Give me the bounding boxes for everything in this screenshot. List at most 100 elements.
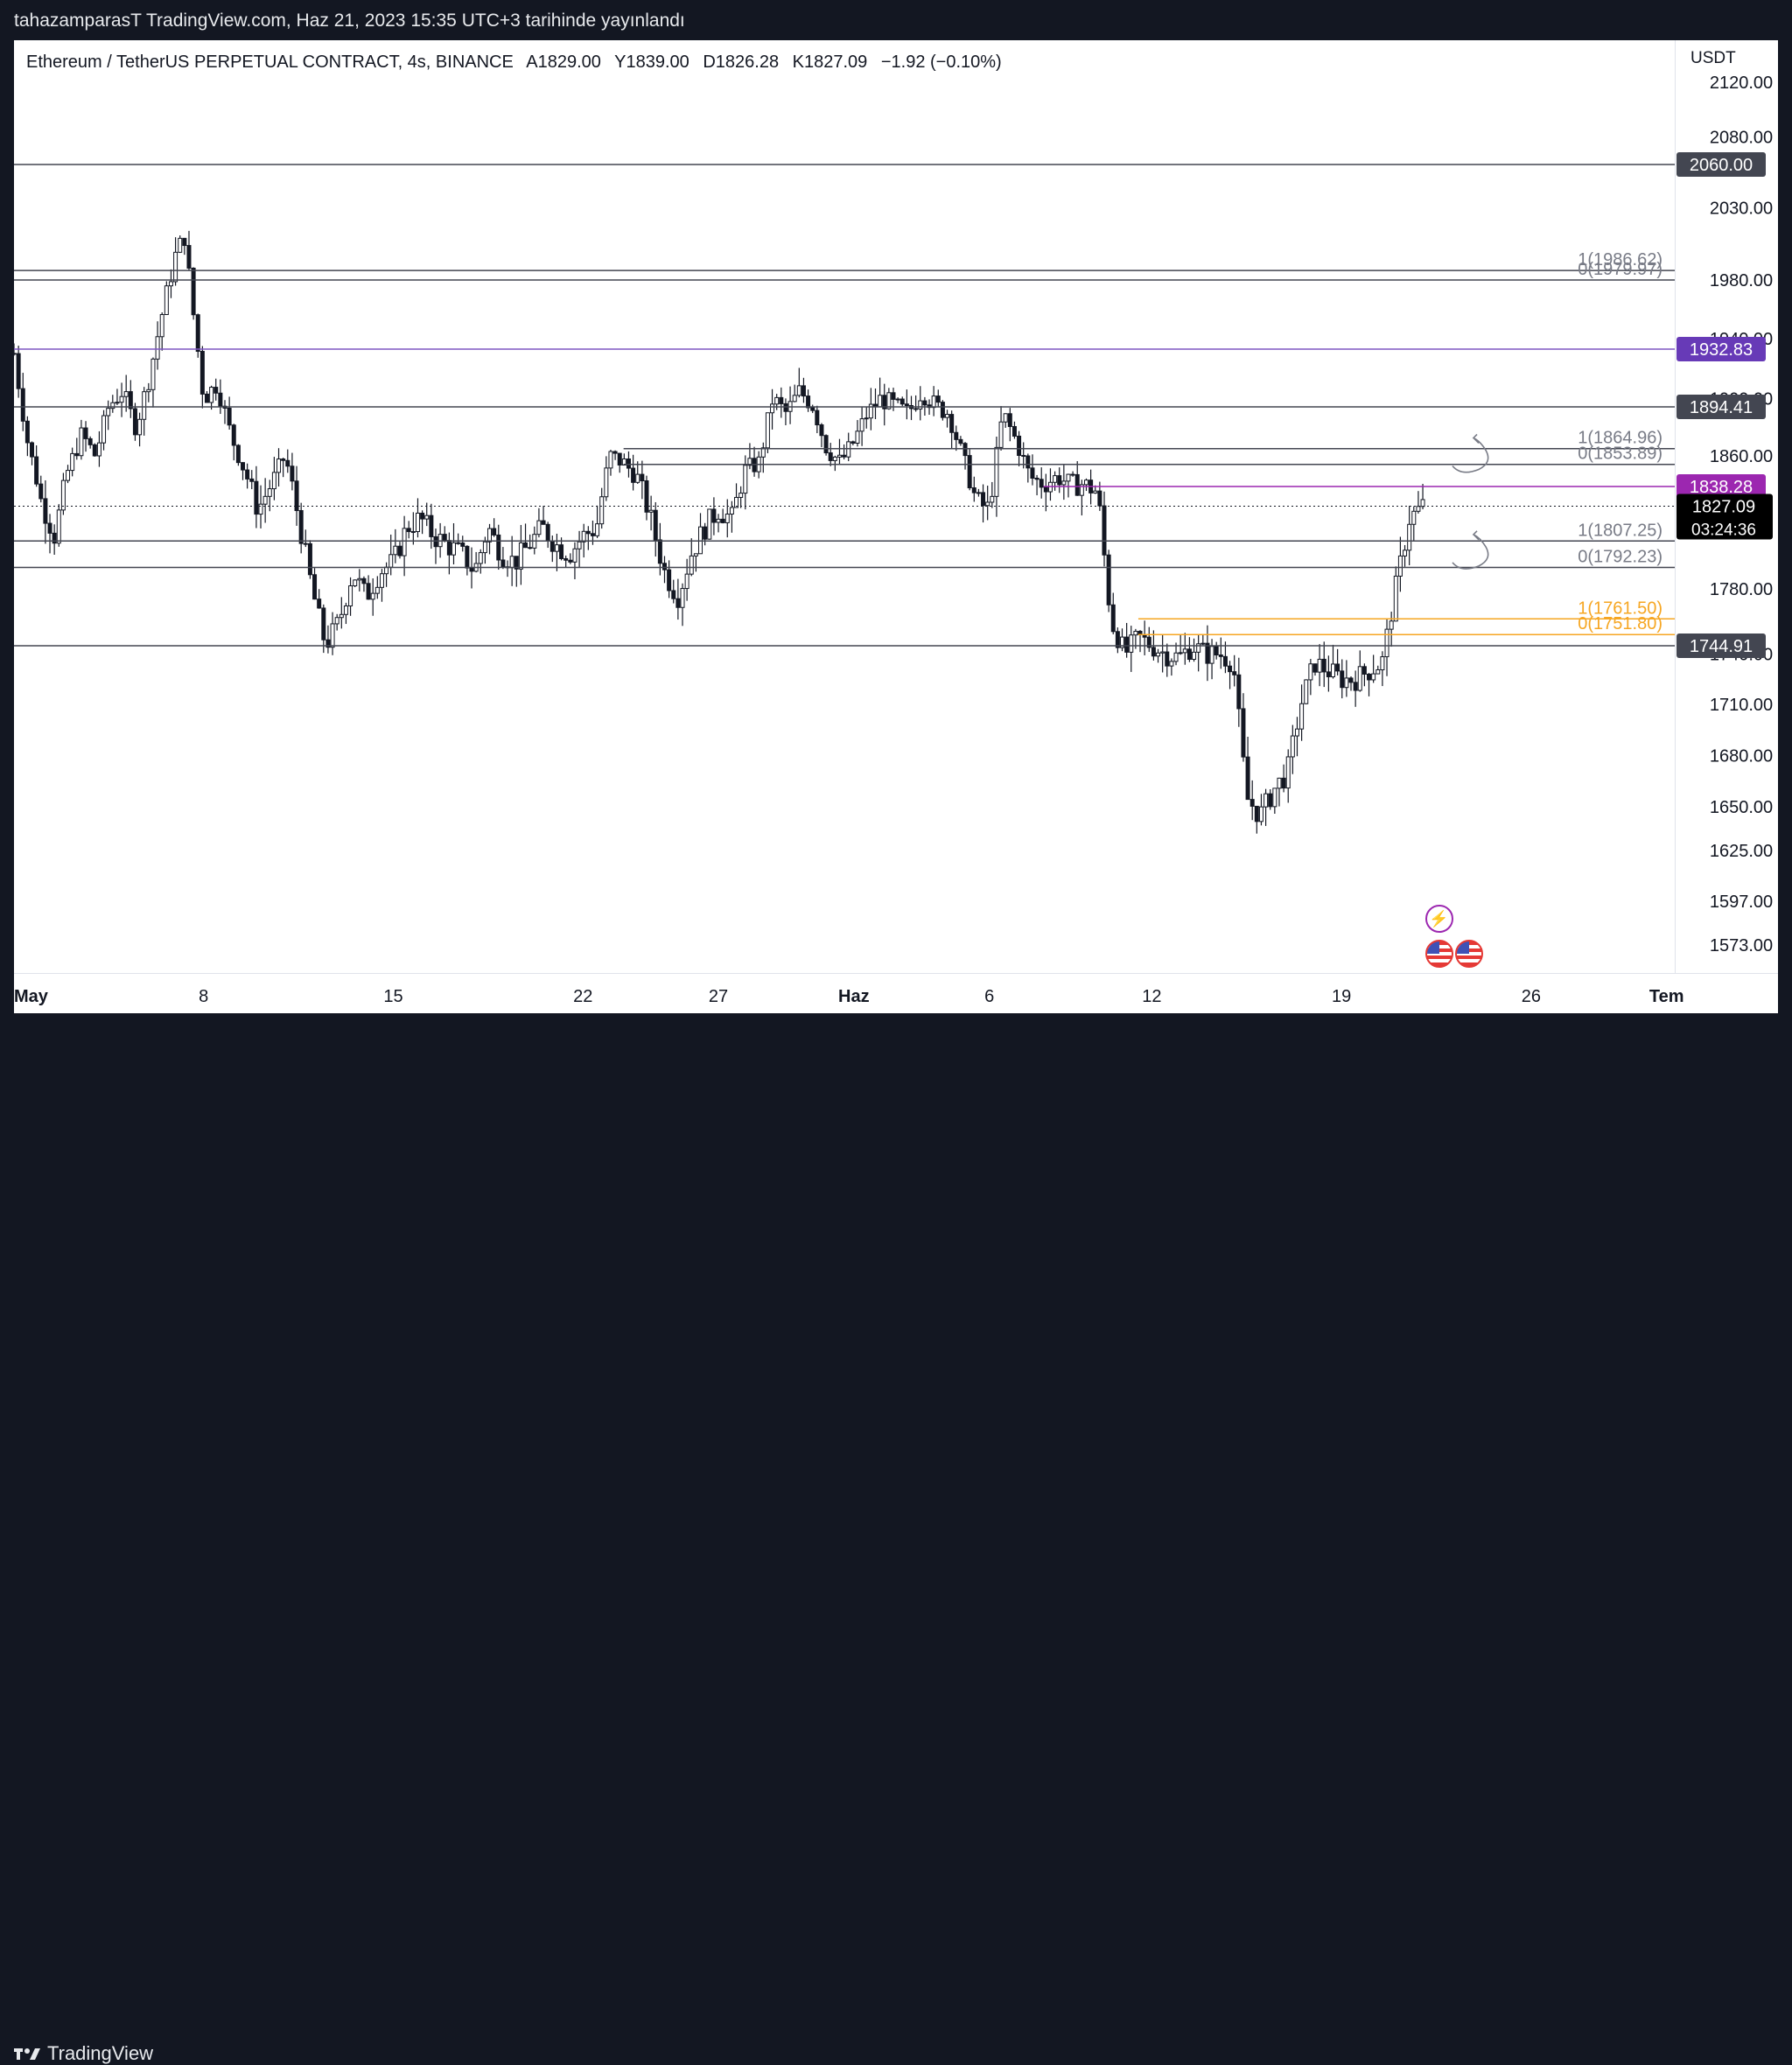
candle-body [541, 520, 546, 525]
candle-body [303, 542, 308, 545]
candle-body [1133, 630, 1138, 636]
candle-body [115, 402, 120, 404]
candle-body [429, 514, 434, 537]
candle-body [595, 523, 600, 536]
candle-body [662, 563, 667, 570]
candle-body [954, 431, 959, 440]
candle-body [330, 623, 335, 648]
candle-body [334, 617, 340, 625]
candle-body [159, 314, 164, 338]
candle-body [1232, 671, 1237, 676]
candle-body [976, 492, 981, 494]
candle-body [1057, 475, 1062, 486]
publish-banner-text: tahazamparasT TradingView.com, Haz 21, 2… [14, 10, 685, 31]
candle-body [1321, 658, 1326, 673]
candle-body [684, 573, 690, 590]
candle-body [599, 496, 605, 525]
candle-body [43, 498, 48, 524]
economic-event-icon[interactable]: ⚡ [1424, 905, 1453, 933]
us-flag-icon[interactable] [1424, 940, 1453, 968]
candle-body [1026, 455, 1031, 469]
chart-frame[interactable] [14, 40, 1778, 1013]
price-level-tag [1676, 474, 1766, 499]
candle-body [895, 398, 900, 401]
fib-level-label: 1(1807.25) [1578, 521, 1662, 540]
candle-body [79, 427, 84, 457]
candle-body [374, 586, 380, 594]
candle-body [1021, 454, 1026, 457]
symbol-name[interactable]: Ethereum / TetherUS PERPETUAL CONTRACT, … [26, 52, 514, 72]
candle-body [1304, 679, 1309, 704]
candle-body [326, 639, 331, 648]
candle-body [990, 495, 995, 503]
ohlc-close: K1827.09 [792, 52, 868, 72]
candle-body [1312, 663, 1318, 673]
time-tick-label: 15 [383, 987, 402, 1006]
candle-body [738, 493, 744, 498]
candle-body [182, 237, 187, 247]
candle-body [298, 510, 304, 544]
candle-body [671, 590, 676, 599]
candle-body [1317, 658, 1322, 673]
price-tick-label: 1980.00 [1710, 271, 1773, 290]
candle-body [1169, 661, 1174, 667]
price-axis-currency[interactable]: USDT [1690, 49, 1736, 67]
candle-body [119, 396, 124, 403]
candle-body [914, 408, 919, 410]
candle-body [640, 473, 645, 482]
candle-body [1043, 486, 1048, 493]
candle-body [774, 396, 780, 405]
fib-level-label: 0(1979.97) [1578, 260, 1662, 279]
tradingview-brand: TradingView [47, 2042, 154, 2064]
candle-body [1285, 756, 1291, 789]
candle-body [1330, 663, 1335, 677]
candle-body [1326, 671, 1331, 677]
candle-body [635, 473, 640, 483]
tradingview-logo-icon [14, 2048, 40, 2060]
candle-body [16, 353, 21, 389]
tradingview-logo[interactable]: TradingView [14, 2042, 153, 2065]
candle-body [1258, 806, 1264, 822]
candle-body [307, 542, 312, 576]
time-axis-divider [14, 973, 1778, 974]
us-flag-icon[interactable] [1454, 940, 1483, 968]
candle-body [747, 458, 752, 466]
candle-body [1106, 554, 1111, 606]
candle-body [370, 592, 375, 600]
candle-body [460, 542, 466, 547]
candle-body [734, 496, 739, 508]
candle-body [653, 509, 658, 541]
candle-body [110, 402, 116, 410]
candle-body [994, 446, 999, 497]
candle-body [886, 392, 892, 410]
current-price-tag [1676, 494, 1773, 540]
candle-body [644, 480, 649, 513]
price-tick-label: 2080.00 [1710, 129, 1773, 148]
candle-body [1357, 666, 1362, 691]
candle-body [1186, 648, 1192, 661]
candle-body [882, 395, 887, 410]
candle-body [258, 503, 263, 515]
candle-body [1353, 682, 1358, 691]
candle-body [1362, 666, 1367, 675]
price-level-tag [1676, 152, 1766, 177]
candle-body [241, 462, 246, 471]
candle-body [1012, 425, 1017, 437]
price-tick-label: 1573.00 [1710, 936, 1773, 956]
candle-body [1420, 499, 1425, 508]
candle-body [1228, 665, 1233, 673]
candle-body [1196, 643, 1201, 653]
candle-body [1290, 735, 1295, 758]
candle-body [698, 526, 704, 555]
candle-body [465, 545, 470, 569]
candle-body [1268, 793, 1273, 808]
candle-body [168, 281, 173, 287]
candle-body [1120, 636, 1125, 648]
candle-body [783, 402, 788, 412]
candle-body [1003, 413, 1008, 423]
fib-level-label: 1(1864.96) [1578, 429, 1662, 448]
candle-body [1079, 484, 1084, 496]
candlestick-chart[interactable]: 2120.002080.002030.001980.001940.001900.… [0, 0, 1792, 1066]
candle-body [1407, 523, 1412, 551]
candle-body [500, 559, 506, 568]
